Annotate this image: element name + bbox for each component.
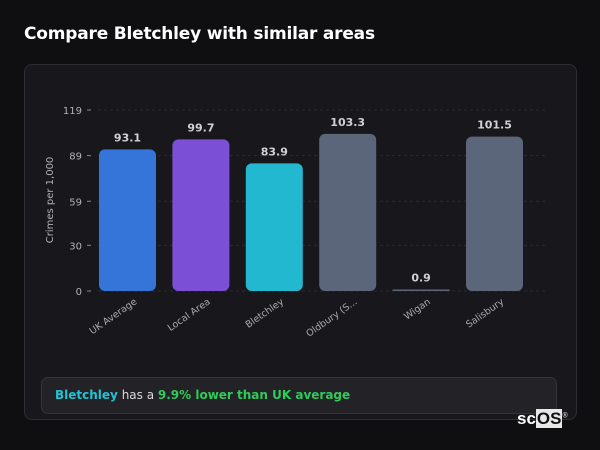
scos-logo: scOS® (517, 409, 568, 429)
logo-text: sc (517, 409, 536, 428)
bar (392, 289, 450, 291)
y-tick-label: 89 (69, 152, 82, 163)
y-axis-label: Crimes per 1,000 (45, 157, 56, 244)
data-label: 103.3 (330, 116, 365, 129)
x-tick-label: Oldbury (S... (304, 296, 359, 339)
bar (319, 133, 377, 291)
summary-text: has a (117, 388, 158, 402)
x-tick-label: Wigan (402, 296, 433, 322)
logo-mark: ® (562, 412, 568, 420)
y-tick-label: 59 (69, 197, 82, 208)
y-tick-label: 30 (69, 241, 82, 252)
x-tick-label: Salisbury (464, 296, 506, 330)
data-label: 0.9 (411, 272, 431, 285)
data-label: 99.7 (187, 121, 214, 134)
x-tick-label: UK Average (88, 296, 140, 337)
summary-area: Bletchley (55, 388, 118, 402)
data-label: 93.1 (114, 131, 141, 144)
bar (245, 163, 303, 291)
y-tick-label: 0 (76, 287, 82, 298)
summary-box: Bletchley has a 9.9% lower than UK avera… (41, 377, 557, 414)
summary-comparison: 9.9% lower than UK average (157, 388, 351, 402)
page-title: Compare Bletchley with similar areas (24, 24, 375, 44)
bar (99, 149, 156, 291)
data-label: 101.5 (477, 119, 512, 132)
y-tick-label: 119 (63, 106, 82, 117)
x-tick-label: Local Area (166, 296, 213, 333)
logo-boxed-text: OS (535, 409, 563, 428)
data-label: 83.9 (261, 145, 288, 158)
x-tick-label: Bletchley (244, 296, 287, 331)
bar (466, 136, 523, 291)
bar (172, 139, 230, 291)
